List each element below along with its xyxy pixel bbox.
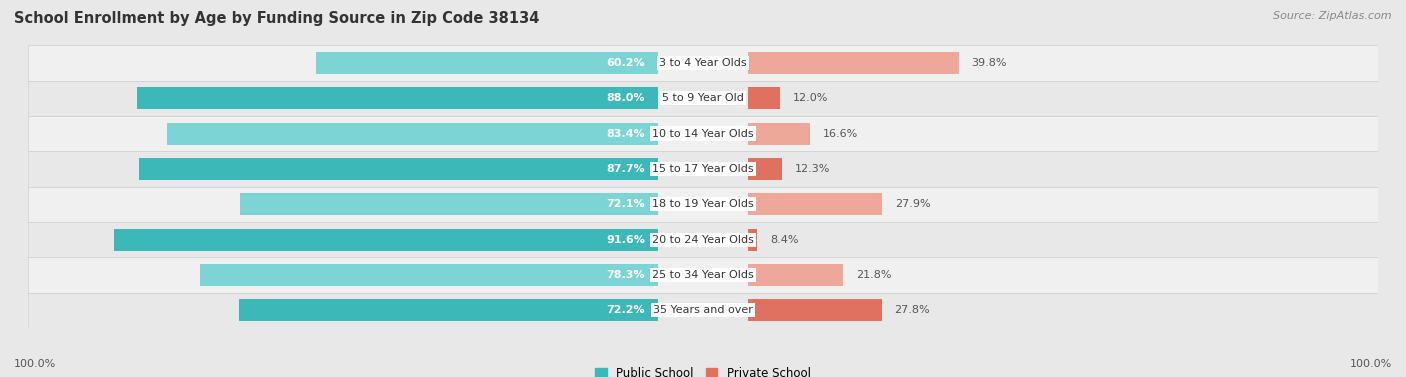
Text: 72.1%: 72.1% — [606, 199, 645, 209]
Text: 16.6%: 16.6% — [823, 129, 858, 139]
Text: 83.4%: 83.4% — [606, 129, 645, 139]
Text: 18 to 19 Year Olds: 18 to 19 Year Olds — [652, 199, 754, 209]
Text: 5 to 9 Year Old: 5 to 9 Year Old — [662, 93, 744, 103]
Bar — [748, 87, 780, 109]
Text: 8.4%: 8.4% — [770, 234, 799, 245]
Text: 87.7%: 87.7% — [606, 164, 645, 174]
Bar — [28, 81, 1378, 116]
Bar — [748, 229, 756, 251]
Text: 10 to 14 Year Olds: 10 to 14 Year Olds — [652, 129, 754, 139]
Bar — [748, 52, 959, 74]
Text: 15 to 17 Year Olds: 15 to 17 Year Olds — [652, 164, 754, 174]
Bar — [239, 193, 658, 215]
Text: 20 to 24 Year Olds: 20 to 24 Year Olds — [652, 234, 754, 245]
Text: 12.3%: 12.3% — [794, 164, 831, 174]
Bar — [28, 151, 1378, 187]
Text: 27.9%: 27.9% — [896, 199, 931, 209]
Bar — [28, 116, 1378, 151]
Bar — [748, 299, 882, 321]
Text: 100.0%: 100.0% — [14, 359, 56, 369]
Text: 35 Years and over: 35 Years and over — [652, 305, 754, 315]
Text: 72.2%: 72.2% — [606, 305, 645, 315]
Bar — [28, 257, 1378, 293]
Legend: Public School, Private School: Public School, Private School — [591, 362, 815, 377]
Text: 3 to 4 Year Olds: 3 to 4 Year Olds — [659, 58, 747, 68]
Bar — [28, 187, 1378, 222]
Text: 100.0%: 100.0% — [1350, 359, 1392, 369]
Bar — [28, 45, 1378, 81]
Text: School Enrollment by Age by Funding Source in Zip Code 38134: School Enrollment by Age by Funding Sour… — [14, 11, 540, 26]
Bar — [138, 87, 658, 109]
Bar — [28, 293, 1378, 328]
Text: 25 to 34 Year Olds: 25 to 34 Year Olds — [652, 270, 754, 280]
Bar — [748, 264, 844, 286]
Text: 12.0%: 12.0% — [793, 93, 828, 103]
Text: 88.0%: 88.0% — [606, 93, 645, 103]
Bar — [139, 158, 658, 180]
Text: 39.8%: 39.8% — [972, 58, 1007, 68]
Bar — [167, 123, 658, 144]
Text: 27.8%: 27.8% — [894, 305, 931, 315]
Bar — [28, 222, 1378, 257]
Text: 60.2%: 60.2% — [606, 58, 645, 68]
Text: 21.8%: 21.8% — [856, 270, 891, 280]
Text: 78.3%: 78.3% — [606, 270, 645, 280]
Bar — [239, 299, 658, 321]
Bar — [200, 264, 658, 286]
Bar — [748, 123, 810, 144]
Bar — [748, 193, 883, 215]
Text: Source: ZipAtlas.com: Source: ZipAtlas.com — [1274, 11, 1392, 21]
Bar — [748, 158, 782, 180]
Bar — [316, 52, 658, 74]
Text: 91.6%: 91.6% — [606, 234, 645, 245]
Bar — [114, 229, 658, 251]
